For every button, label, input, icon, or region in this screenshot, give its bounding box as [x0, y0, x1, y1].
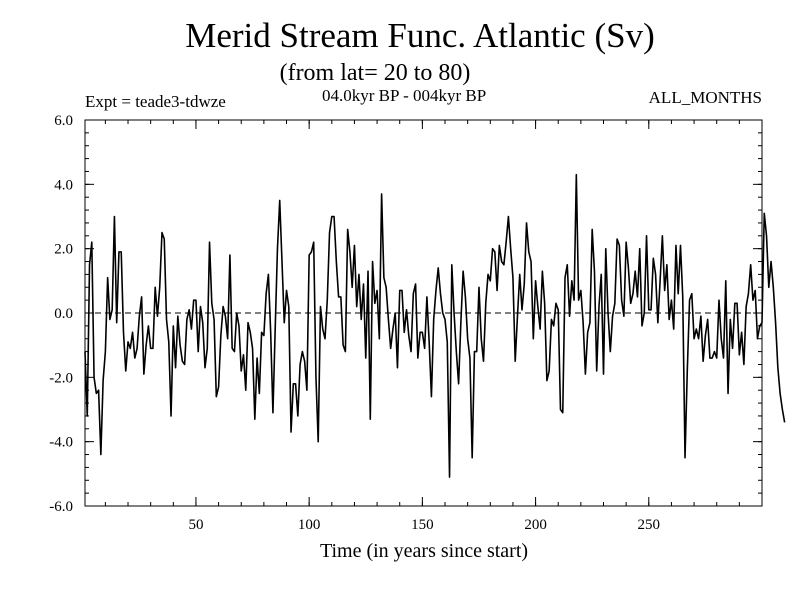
y-tick-label: 0.0 — [54, 306, 73, 322]
x-tick-label: 250 — [638, 517, 661, 533]
x-tick-label: 50 — [188, 517, 203, 533]
y-tick-label: -6.0 — [49, 499, 73, 515]
period-label: 04.0kyr BP - 004kyr BP — [322, 86, 487, 105]
y-tick-label: -4.0 — [49, 435, 73, 451]
chart-subtitle: (from lat= 20 to 80) — [279, 60, 471, 86]
chart-title: Merid Stream Func. Atlantic (Sv) — [185, 16, 655, 55]
series-line — [84, 173, 786, 478]
x-tick-label: 100 — [298, 517, 321, 533]
x-tick-label: 200 — [524, 517, 547, 533]
y-tick-label: 4.0 — [54, 177, 73, 193]
x-tick-label: 150 — [411, 517, 434, 533]
y-tick-label: -2.0 — [49, 370, 73, 386]
y-tick-label: 2.0 — [54, 242, 73, 258]
y-tick-label: 6.0 — [54, 113, 73, 129]
x-axis-label: Time (in years since start) — [319, 540, 529, 562]
experiment-label: Expt = teade3-tdwze — [85, 92, 226, 111]
season-label: ALL_MONTHS — [648, 88, 762, 107]
